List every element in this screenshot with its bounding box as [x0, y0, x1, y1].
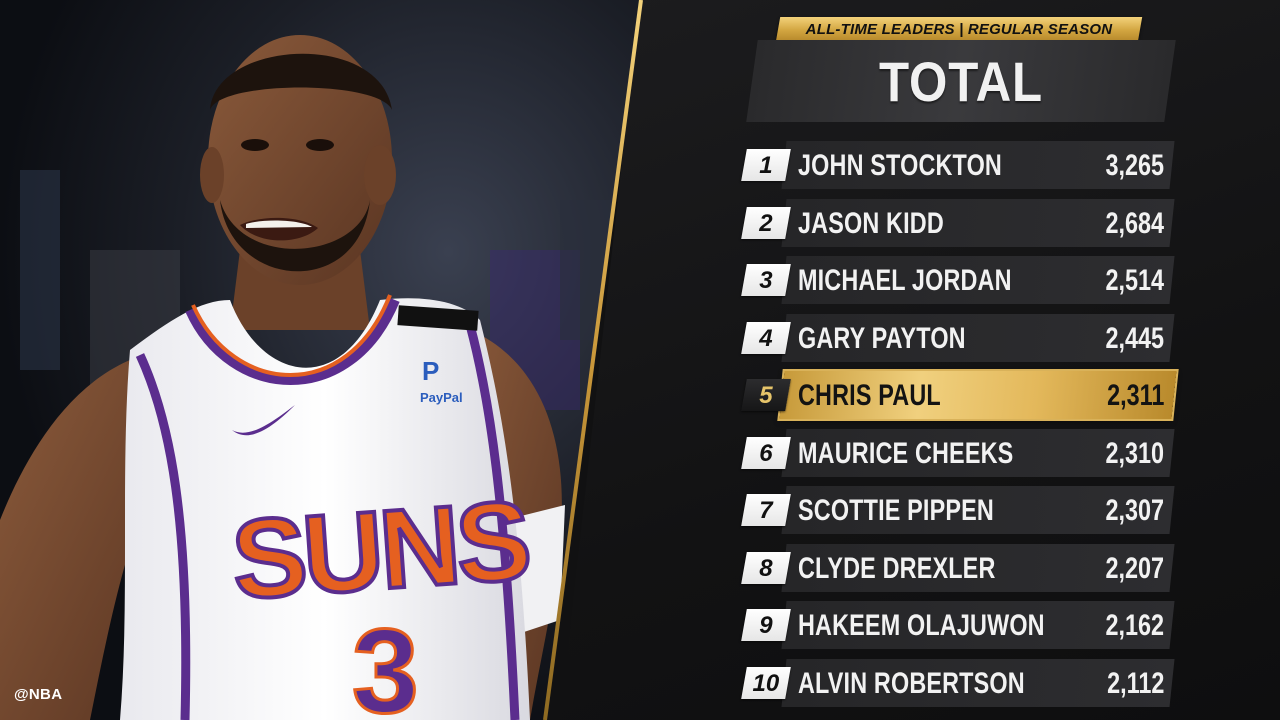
jersey-wordmark: SUNS	[228, 477, 531, 622]
steals-value: 2,514	[1105, 264, 1164, 297]
steals-value: 3,265	[1105, 149, 1164, 182]
steals-value: 2,310	[1105, 436, 1164, 470]
rank-number: 4	[759, 324, 773, 352]
leader-row: 4 GARY PAYTON 2,445	[740, 313, 1180, 363]
nba-watermark: @NBA	[14, 686, 63, 703]
paypal-logo: P	[422, 356, 439, 386]
player-name: MICHAEL JORDAN	[798, 264, 1012, 297]
rank-badge: 3	[741, 264, 791, 296]
rank-number: 7	[759, 497, 773, 524]
rank-badge: 2	[741, 206, 791, 239]
rank-number: 1	[759, 152, 773, 179]
steals-value: 2,207	[1105, 551, 1164, 585]
rank-number: 9	[759, 612, 773, 639]
player-name: SCOTTIE PIPPEN	[798, 494, 994, 527]
leader-row: 9 HAKEEM OLAJUWON 2,162	[740, 600, 1180, 650]
rank-badge: 6	[741, 436, 791, 469]
rank-badge: 10	[741, 666, 791, 699]
leader-row: 7 SCOTTIE PIPPEN 2,307	[740, 485, 1180, 535]
leaders-list: 1 JOHN STOCKTON 3,265 2 JASON KIDD 2,684…	[740, 140, 1180, 715]
player-name: CLYDE DREXLER	[798, 551, 996, 585]
rank-badge: 9	[741, 609, 791, 641]
player-name: ALVIN ROBERTSON	[798, 666, 1025, 700]
paypal-wordmark: PayPal	[420, 390, 463, 405]
jersey-number: 3	[352, 604, 419, 720]
rank-badge: 8	[741, 551, 791, 584]
rank-number: 5	[759, 382, 773, 409]
rank-badge: 1	[741, 149, 791, 181]
leader-row: 8 CLYDE DREXLER 2,207	[740, 543, 1180, 593]
leader-row: 6 MAURICE CHEEKS 2,310	[740, 428, 1180, 478]
leader-row: 1 JOHN STOCKTON 3,265	[740, 140, 1180, 190]
player-illustration: P PayPal SUNS 3	[0, 0, 640, 720]
rank-badge: 5	[741, 379, 791, 411]
rank-number: 3	[759, 267, 773, 294]
steals-value: 2,311	[1106, 379, 1164, 412]
player-name: GARY PAYTON	[798, 321, 966, 355]
rank-number: 6	[759, 439, 773, 467]
player-name: CHRIS PAUL	[798, 379, 941, 412]
player-name: HAKEEM OLAJUWON	[798, 609, 1045, 642]
steals-value: 2,307	[1105, 494, 1164, 527]
player-name: MAURICE CHEEKS	[798, 436, 1014, 470]
rank-number: 8	[759, 554, 773, 582]
rank-number: 10	[752, 669, 780, 697]
subtitle-text: ALL-TIME LEADERS | REGULAR SEASON	[805, 21, 1113, 38]
subtitle-banner: ALL-TIME LEADERS | REGULAR SEASON	[775, 17, 1143, 42]
player-name: JASON KIDD	[798, 206, 944, 240]
page-title: TOTAL STEALS	[861, 50, 1060, 197]
steals-value: 2,162	[1105, 609, 1164, 642]
leader-row: 3 MICHAEL JORDAN 2,514	[740, 255, 1180, 305]
player-photo: P PayPal SUNS 3	[0, 0, 640, 720]
leader-row-highlighted: 5 CHRIS PAUL 2,311	[740, 370, 1180, 420]
rank-badge: 4	[741, 321, 791, 354]
leader-row: 2 JASON KIDD 2,684	[740, 198, 1180, 248]
rank-badge: 7	[741, 494, 791, 526]
leader-row: 10 ALVIN ROBERTSON 2,112	[740, 658, 1180, 708]
player-name: JOHN STOCKTON	[798, 149, 1002, 182]
rank-number: 2	[759, 209, 773, 237]
steals-value: 2,684	[1105, 206, 1164, 240]
steals-value: 2,445	[1105, 321, 1164, 355]
steals-value: 2,112	[1106, 666, 1164, 700]
